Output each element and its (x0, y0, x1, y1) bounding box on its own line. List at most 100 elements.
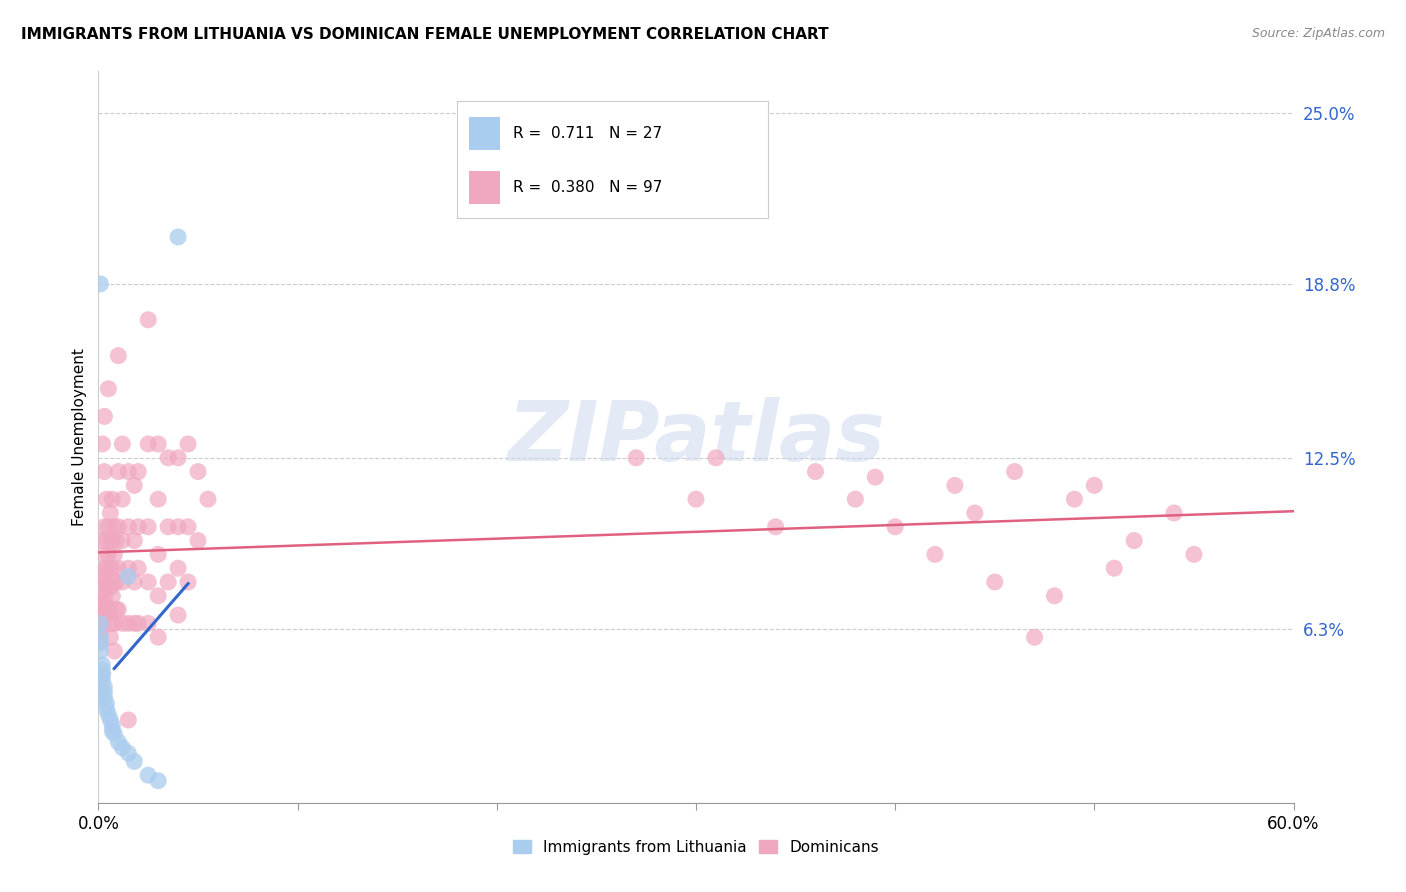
Point (167, 561, 190, 575)
Point (89, 589, 111, 603)
Point (101, 589, 124, 603)
Point (844, 492, 866, 507)
Point (136, 768, 159, 782)
Point (89, 636, 111, 650)
Point (103, 520, 125, 534)
Point (148, 548, 170, 562)
Point (124, 755, 146, 769)
Point (91, 437, 114, 451)
Point (136, 616, 159, 631)
Point (89, 608, 111, 623)
Point (97, 382, 120, 396)
Point (97, 520, 120, 534)
Text: ZIPatlas: ZIPatlas (508, 397, 884, 477)
Point (124, 478, 146, 492)
Point (96, 533, 118, 548)
Point (98, 561, 122, 575)
Point (91, 669, 114, 683)
Point (127, 465, 149, 479)
Point (136, 312, 159, 326)
Y-axis label: Female Unemployment: Female Unemployment (72, 348, 87, 526)
Point (93, 574, 115, 589)
Point (685, 492, 707, 507)
Point (89, 630, 111, 644)
Point (127, 616, 149, 631)
Point (96, 597, 118, 611)
Point (117, 616, 139, 631)
Point (107, 561, 129, 575)
Point (148, 437, 170, 451)
Point (96, 608, 118, 623)
Point (117, 561, 139, 575)
Point (103, 616, 125, 631)
Point (91, 663, 114, 677)
Point (117, 520, 139, 534)
Point (111, 740, 134, 755)
Point (111, 574, 134, 589)
Point (124, 533, 146, 548)
Point (101, 718, 124, 732)
Point (101, 492, 124, 507)
Point (1123, 533, 1146, 548)
Point (91, 657, 114, 672)
Point (89, 644, 111, 658)
Point (98, 533, 122, 548)
Text: Source: ZipAtlas.com: Source: ZipAtlas.com (1251, 27, 1385, 40)
Point (167, 520, 190, 534)
Point (105, 602, 128, 616)
Point (117, 465, 139, 479)
Point (107, 602, 129, 616)
Point (943, 478, 966, 492)
Point (136, 574, 159, 589)
Point (93, 465, 115, 479)
Point (98, 506, 122, 520)
Point (103, 644, 125, 658)
Point (187, 533, 209, 548)
Point (1182, 548, 1205, 562)
Point (96, 581, 118, 595)
Legend: Immigrants from Lithuania, Dominicans: Immigrants from Lithuania, Dominicans (506, 834, 886, 861)
Point (111, 533, 134, 548)
Point (127, 561, 149, 575)
Point (89, 624, 111, 639)
Point (148, 589, 170, 603)
Point (1024, 630, 1046, 644)
Point (91, 597, 114, 611)
Point (107, 465, 129, 479)
Point (157, 520, 180, 534)
Point (93, 548, 115, 562)
Point (197, 492, 219, 507)
Point (89, 636, 111, 650)
Point (103, 548, 125, 562)
Point (107, 735, 129, 749)
Point (1163, 506, 1185, 520)
Point (117, 746, 139, 760)
Point (804, 465, 827, 479)
Point (1043, 589, 1066, 603)
Point (93, 680, 115, 694)
Point (98, 602, 122, 616)
Point (96, 492, 118, 507)
Point (187, 465, 209, 479)
Point (136, 437, 159, 451)
Point (91, 619, 114, 633)
Point (765, 520, 787, 534)
Point (117, 713, 139, 727)
Point (107, 349, 129, 363)
Point (177, 574, 200, 589)
Point (984, 574, 1007, 589)
Point (91, 608, 114, 623)
Point (93, 589, 115, 603)
Point (93, 520, 115, 534)
Point (626, 450, 648, 465)
Point (136, 520, 159, 534)
Point (111, 616, 134, 631)
Point (127, 520, 149, 534)
Point (98, 630, 122, 644)
Point (97, 707, 120, 722)
Point (101, 533, 124, 548)
Point (865, 470, 887, 484)
Point (93, 685, 115, 699)
Point (1104, 561, 1126, 575)
Point (93, 561, 115, 575)
